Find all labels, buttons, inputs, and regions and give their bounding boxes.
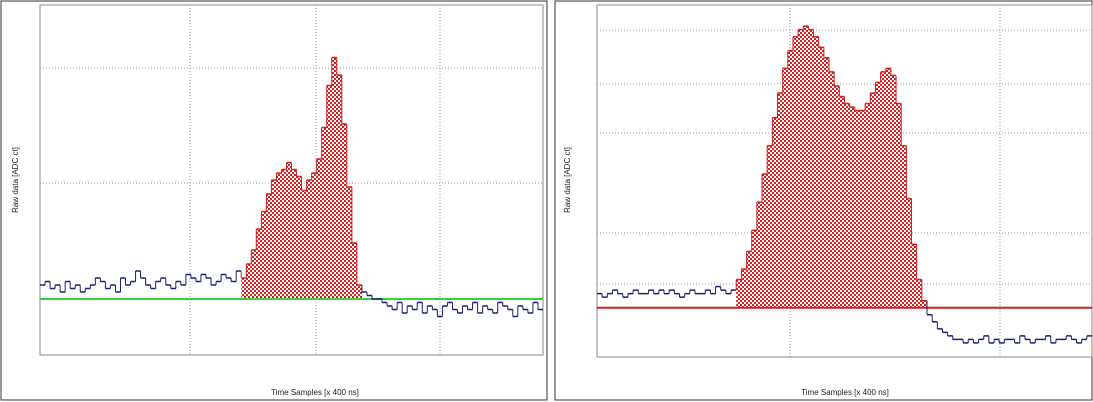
- filled-sample: [823, 57, 830, 308]
- filled-sample: [818, 47, 825, 308]
- filled-sample: [865, 103, 871, 308]
- filled-sample: [798, 29, 804, 308]
- filled-sample: [916, 279, 923, 308]
- filled-sample: [870, 93, 876, 308]
- filled-sample: [311, 173, 317, 299]
- filled-sample: [316, 159, 322, 299]
- x-axis-label: Time Samples [x 400 ns]: [271, 388, 359, 397]
- filled-sample: [741, 269, 747, 308]
- filled-sample: [301, 190, 307, 299]
- filled-sample: [296, 176, 302, 299]
- filled-sample: [341, 124, 348, 299]
- filled-sample: [326, 85, 333, 299]
- filled-sample: [346, 187, 353, 299]
- filled-sample: [746, 251, 752, 308]
- y-axis-label: Raw data [ADC ct]: [563, 147, 572, 213]
- filled-sample: [829, 71, 835, 308]
- filled-sample: [291, 169, 297, 299]
- filled-sample: [331, 57, 338, 299]
- filled-sample: [356, 285, 363, 299]
- filled-sample: [351, 243, 358, 299]
- filled-sample: [911, 244, 917, 308]
- filled-sample: [921, 300, 928, 308]
- filled-sample: [251, 250, 257, 299]
- filled-sample: [736, 279, 742, 308]
- filled-sample: [321, 127, 328, 299]
- filled-sample: [261, 211, 267, 299]
- y-axis-label: Raw data [ADC ct]: [11, 147, 20, 213]
- filled-sample: [803, 26, 809, 308]
- filled-sample: [777, 93, 783, 308]
- filled-sample: [762, 173, 768, 308]
- filled-sample: [336, 75, 343, 299]
- filled-sample: [286, 162, 292, 299]
- x-axis-label: Time Samples [x 400 ns]: [801, 388, 889, 397]
- filled-sample: [241, 278, 247, 299]
- filled-sample: [246, 264, 252, 299]
- filled-sample: [859, 110, 866, 308]
- filled-sample: [854, 110, 861, 308]
- filled-sample: [772, 117, 778, 308]
- filled-sample: [834, 85, 840, 308]
- filled-sample: [839, 96, 845, 308]
- filled-sample: [906, 198, 912, 308]
- filled-sample: [266, 194, 272, 299]
- filled-sample: [896, 103, 902, 308]
- filled-sample: [901, 145, 907, 308]
- filled-sample: [813, 36, 820, 308]
- filled-sample: [792, 36, 799, 308]
- filled-sample: [885, 68, 892, 308]
- filled-sample: [880, 71, 887, 308]
- filled-sample: [787, 50, 794, 308]
- filled-sample: [890, 75, 897, 308]
- filled-sample: [281, 169, 287, 299]
- filled-sample: [271, 180, 277, 299]
- filled-sample: [849, 107, 856, 308]
- filled-sample: [276, 173, 282, 299]
- filled-sample: [756, 202, 763, 308]
- filled-sample: [767, 145, 773, 308]
- filled-sample: [808, 29, 814, 308]
- filled-sample: [782, 68, 789, 308]
- filled-sample: [844, 103, 850, 308]
- filled-sample: [256, 229, 262, 299]
- filled-sample: [875, 82, 881, 308]
- filled-sample: [751, 230, 758, 308]
- filled-sample: [306, 180, 312, 299]
